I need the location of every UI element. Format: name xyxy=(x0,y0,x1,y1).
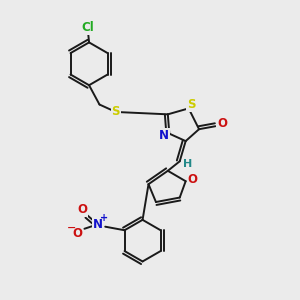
Text: −: − xyxy=(66,223,76,233)
Text: O: O xyxy=(217,117,227,130)
Text: N: N xyxy=(159,129,169,142)
Text: O: O xyxy=(77,203,87,216)
Text: S: S xyxy=(187,98,195,111)
Text: S: S xyxy=(112,106,120,118)
Text: Cl: Cl xyxy=(82,21,94,34)
Text: +: + xyxy=(100,213,108,224)
Text: N: N xyxy=(93,218,103,231)
Text: O: O xyxy=(187,173,197,186)
Text: O: O xyxy=(72,227,82,240)
Text: H: H xyxy=(182,159,192,169)
